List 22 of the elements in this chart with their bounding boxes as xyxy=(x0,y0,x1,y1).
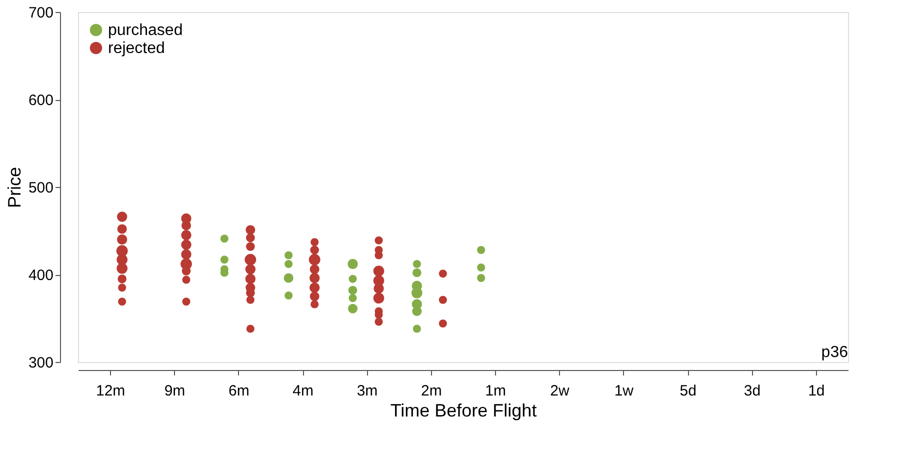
y-axis-title: Price xyxy=(4,166,24,208)
x-tick-label: 3d xyxy=(744,382,761,400)
x-tick-label: 1d xyxy=(808,382,825,400)
x-tick-label: 5d xyxy=(680,382,696,400)
x-tick-label: 6m xyxy=(228,382,250,400)
annotation: p36 xyxy=(821,344,848,361)
x-tick-label: 3m xyxy=(356,382,378,400)
x-tick-label: 4m xyxy=(292,382,314,400)
y-tick-label: 600 xyxy=(28,92,54,109)
x-tick-label: 1m xyxy=(485,382,506,400)
y-tick-label: 400 xyxy=(28,267,54,284)
y-tick-label: 500 xyxy=(28,180,54,196)
x-tick-label: 1w xyxy=(614,382,634,400)
x-tick-label: 12m xyxy=(96,382,126,400)
x-tick-label: 2w xyxy=(550,382,570,400)
legend-label: purchased xyxy=(108,22,183,39)
y-tick-label: 700 xyxy=(28,4,54,22)
x-axis-title: Time Before Flight xyxy=(390,400,537,420)
x-tick-label: 2m xyxy=(420,382,442,400)
y-tick-label: 300 xyxy=(28,354,54,372)
x-tick-label: 9m xyxy=(164,382,186,400)
legend-label: rejected xyxy=(108,40,165,57)
